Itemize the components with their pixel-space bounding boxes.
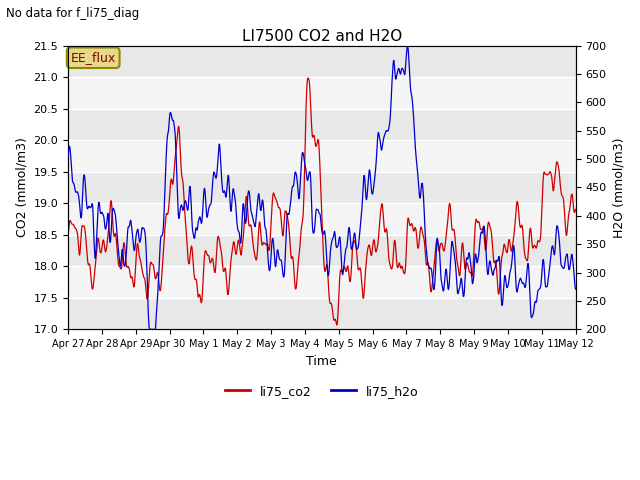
Bar <box>68 298 575 329</box>
Y-axis label: H2O (mmol/m3): H2O (mmol/m3) <box>612 137 625 238</box>
Bar <box>68 266 575 298</box>
Y-axis label: CO2 (mmol/m3): CO2 (mmol/m3) <box>15 138 28 238</box>
Bar <box>68 140 575 172</box>
Text: No data for f_li75_diag: No data for f_li75_diag <box>6 7 140 20</box>
Bar <box>68 77 575 108</box>
Bar <box>68 235 575 266</box>
Text: EE_flux: EE_flux <box>70 51 116 64</box>
Title: LI7500 CO2 and H2O: LI7500 CO2 and H2O <box>242 29 402 44</box>
Bar <box>68 172 575 203</box>
X-axis label: Time: Time <box>307 355 337 368</box>
Bar <box>68 203 575 235</box>
Legend: li75_co2, li75_h2o: li75_co2, li75_h2o <box>220 380 424 403</box>
Bar <box>68 108 575 140</box>
Bar <box>68 46 575 77</box>
